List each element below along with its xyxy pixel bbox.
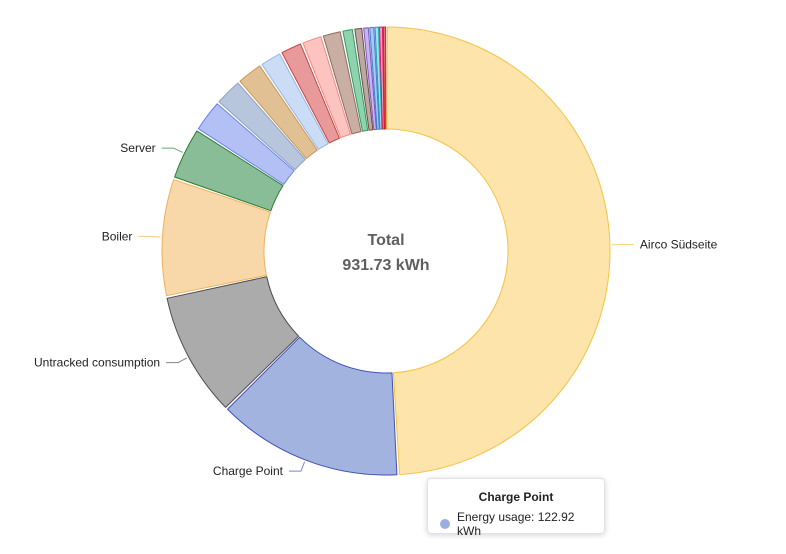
slice-label: Untracked consumption <box>34 356 160 370</box>
slice-segment-14[interactable] <box>363 27 377 131</box>
label-connector <box>288 461 306 472</box>
slice-server[interactable] <box>174 130 284 212</box>
slice-labels: Airco Südseite Charge Point Untracked cons… <box>34 141 718 478</box>
slice-boiler[interactable] <box>161 179 271 297</box>
slice-charge-point[interactable] <box>227 336 398 476</box>
slice-segment-13[interactable] <box>354 27 374 131</box>
slice-segment-6[interactable] <box>218 82 306 171</box>
center-value: 931.73 kWh <box>342 257 429 274</box>
label-connector <box>166 357 188 364</box>
slice-label: Airco Südseite <box>640 238 718 252</box>
tooltip-row: Energy usage: 122.92 kWh <box>440 510 592 538</box>
slice-segment-18[interactable] <box>382 26 387 130</box>
tooltip-title: Charge Point <box>478 490 554 504</box>
slice-label: Charge Point <box>213 464 284 478</box>
slice-segment-9[interactable] <box>281 43 340 144</box>
center-title: Total <box>367 232 404 249</box>
slice-label: Server <box>120 141 155 155</box>
slice-segment-11[interactable] <box>322 31 362 135</box>
slice-untracked-consumption[interactable] <box>166 276 300 408</box>
chart-tooltip: Charge Point Energy usage: 122.92 kWh <box>427 478 605 538</box>
slices <box>161 26 611 476</box>
slice-segment-10[interactable] <box>302 36 351 139</box>
slice-segment-16[interactable] <box>374 26 383 130</box>
slice-segment-12[interactable] <box>342 29 369 132</box>
slice-segment-5[interactable] <box>197 103 295 185</box>
slice-segment-7[interactable] <box>239 65 318 160</box>
slice-segment-15[interactable] <box>369 26 380 130</box>
slice-airco-s-dseite[interactable] <box>386 26 611 476</box>
tooltip-text: Energy usage: 122.92 kWh <box>457 510 575 538</box>
slice-segment-8[interactable] <box>261 53 329 150</box>
tooltip-color-dot <box>440 519 450 529</box>
label-connector <box>138 235 161 238</box>
slice-label: Boiler <box>102 229 133 243</box>
label-connector <box>161 147 183 153</box>
